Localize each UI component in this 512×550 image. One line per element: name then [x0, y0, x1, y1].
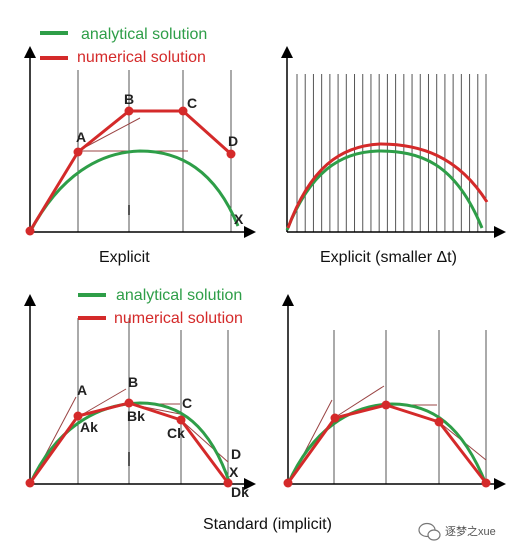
analytical-curve [285, 149, 484, 231]
axes [282, 294, 506, 490]
label-bk: Bk [127, 408, 145, 424]
legend-top: analytical solution numerical solution [40, 26, 207, 66]
tangent-lines [77, 117, 188, 152]
point-labels: A B C D X [76, 91, 244, 227]
label-c: C [187, 95, 197, 111]
label-ak: Ak [80, 419, 98, 435]
watermark: 逐梦之xue [418, 522, 496, 541]
axes [24, 46, 256, 238]
point-origin [283, 478, 293, 488]
watermark-text: 逐梦之xue [445, 524, 496, 538]
numerical-points [25, 398, 233, 488]
panel-explicit: A B C D X analytical solution numerical … [24, 26, 256, 266]
numerical-curve [286, 142, 489, 229]
point-4 [481, 478, 491, 488]
legend-bottom: analytical solution numerical solution [78, 287, 243, 327]
numerical-polyline [286, 403, 488, 484]
point-c [178, 106, 188, 116]
panel-explicit-small-dt: Explicit (smaller Δt) [281, 46, 506, 266]
label-x: X [234, 211, 244, 227]
label-d: D [231, 446, 241, 462]
point-a [73, 147, 83, 157]
analytical-curve [28, 401, 232, 485]
point-labels: A B C D X Ak Bk Ck Dk [77, 374, 249, 500]
legend-numerical-label: numerical solution [77, 49, 206, 66]
point-origin [25, 478, 35, 488]
legend-analytical-label: analytical solution [81, 26, 207, 43]
label-b: B [128, 374, 138, 390]
grid-lines [77, 318, 229, 484]
axes [24, 294, 256, 490]
analytical-curve [286, 402, 488, 485]
label-a: A [76, 129, 86, 145]
caption-explicit: Explicit [99, 249, 150, 266]
point-ck [176, 415, 186, 425]
label-ck: Ck [167, 425, 185, 441]
label-c: C [182, 395, 192, 411]
label-d: D [228, 133, 238, 149]
point-ak [73, 411, 83, 421]
panel-implicit: A B C D X Ak Bk Ck Dk analytical solutio… [24, 287, 332, 533]
point-bk [124, 398, 134, 408]
analytical-curve [28, 149, 240, 233]
numerical-points [25, 106, 236, 236]
legend-numerical-label: numerical solution [114, 310, 243, 327]
caption-implicit: Standard (implicit) [203, 516, 332, 533]
point-2 [381, 400, 391, 410]
axes [281, 46, 506, 238]
label-x: X [229, 464, 239, 480]
point-dk [223, 478, 233, 488]
label-a: A [77, 382, 87, 398]
point-3 [434, 417, 444, 427]
panel-implicit-right [282, 294, 506, 490]
point-b [124, 106, 134, 116]
wechat-icon [418, 522, 441, 541]
point-d [226, 149, 236, 159]
point-1 [330, 413, 340, 423]
numerical-points [283, 400, 491, 488]
legend-analytical-label: analytical solution [116, 287, 242, 304]
label-b: B [124, 91, 134, 107]
caption-explicit-small: Explicit (smaller Δt) [320, 249, 457, 266]
label-dk: Dk [231, 484, 249, 500]
point-origin [25, 226, 35, 236]
